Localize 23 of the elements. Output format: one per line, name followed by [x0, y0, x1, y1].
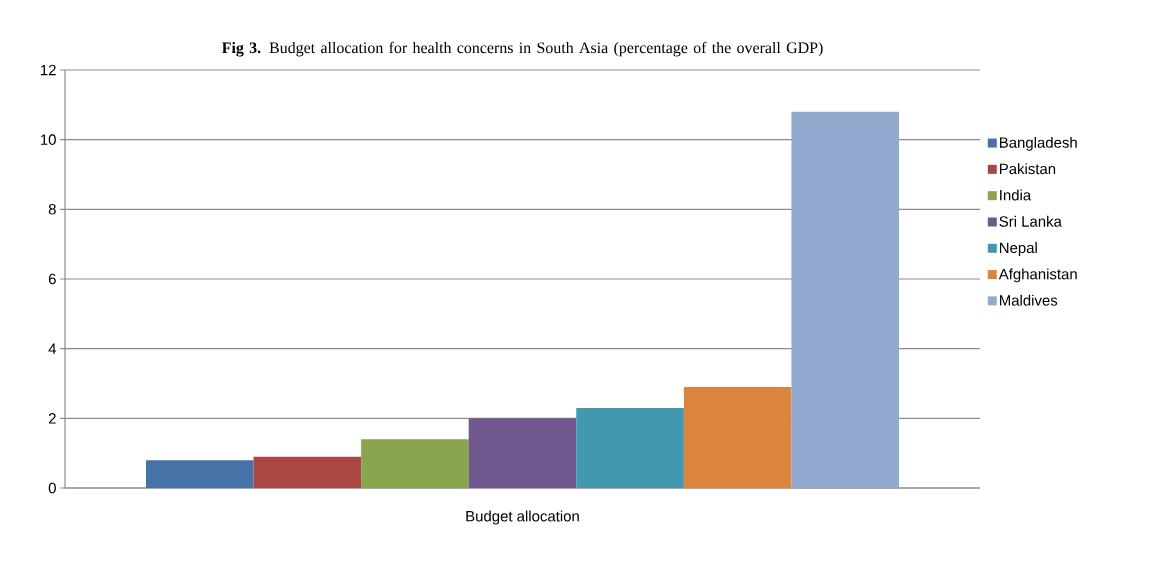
- y-tick-label: 2: [48, 413, 56, 424]
- bar: [361, 439, 469, 488]
- y-tick-label: 8: [48, 204, 56, 215]
- legend-label: India: [1000, 189, 1032, 201]
- y-tick-label: 10: [41, 134, 56, 145]
- legend-label: Bangladesh: [999, 136, 1077, 151]
- y-tick-label: 4: [48, 343, 57, 354]
- bar: [468, 418, 577, 488]
- bar: [576, 407, 684, 488]
- legend-label: Nepal: [999, 242, 1037, 257]
- x-tick-label: Budget allocation: [466, 510, 579, 525]
- chart-title: Fig 3. Budget allocation for health concerns in South Asia (percentage of the overall GDP): [221, 41, 823, 57]
- bar: [683, 386, 792, 488]
- y-tick-label: 12: [41, 64, 56, 76]
- legend-label: Sri Lanka: [999, 215, 1062, 227]
- legend-label: Maldives: [999, 294, 1058, 306]
- y-tick-label: 6: [48, 273, 56, 285]
- legend-label: Pakistan: [999, 163, 1056, 175]
- legend-label: Afghanistan: [998, 268, 1077, 283]
- bar: [791, 111, 900, 488]
- bar: [253, 456, 362, 488]
- bar: [145, 460, 254, 488]
- y-tick-label: 0: [48, 482, 56, 494]
